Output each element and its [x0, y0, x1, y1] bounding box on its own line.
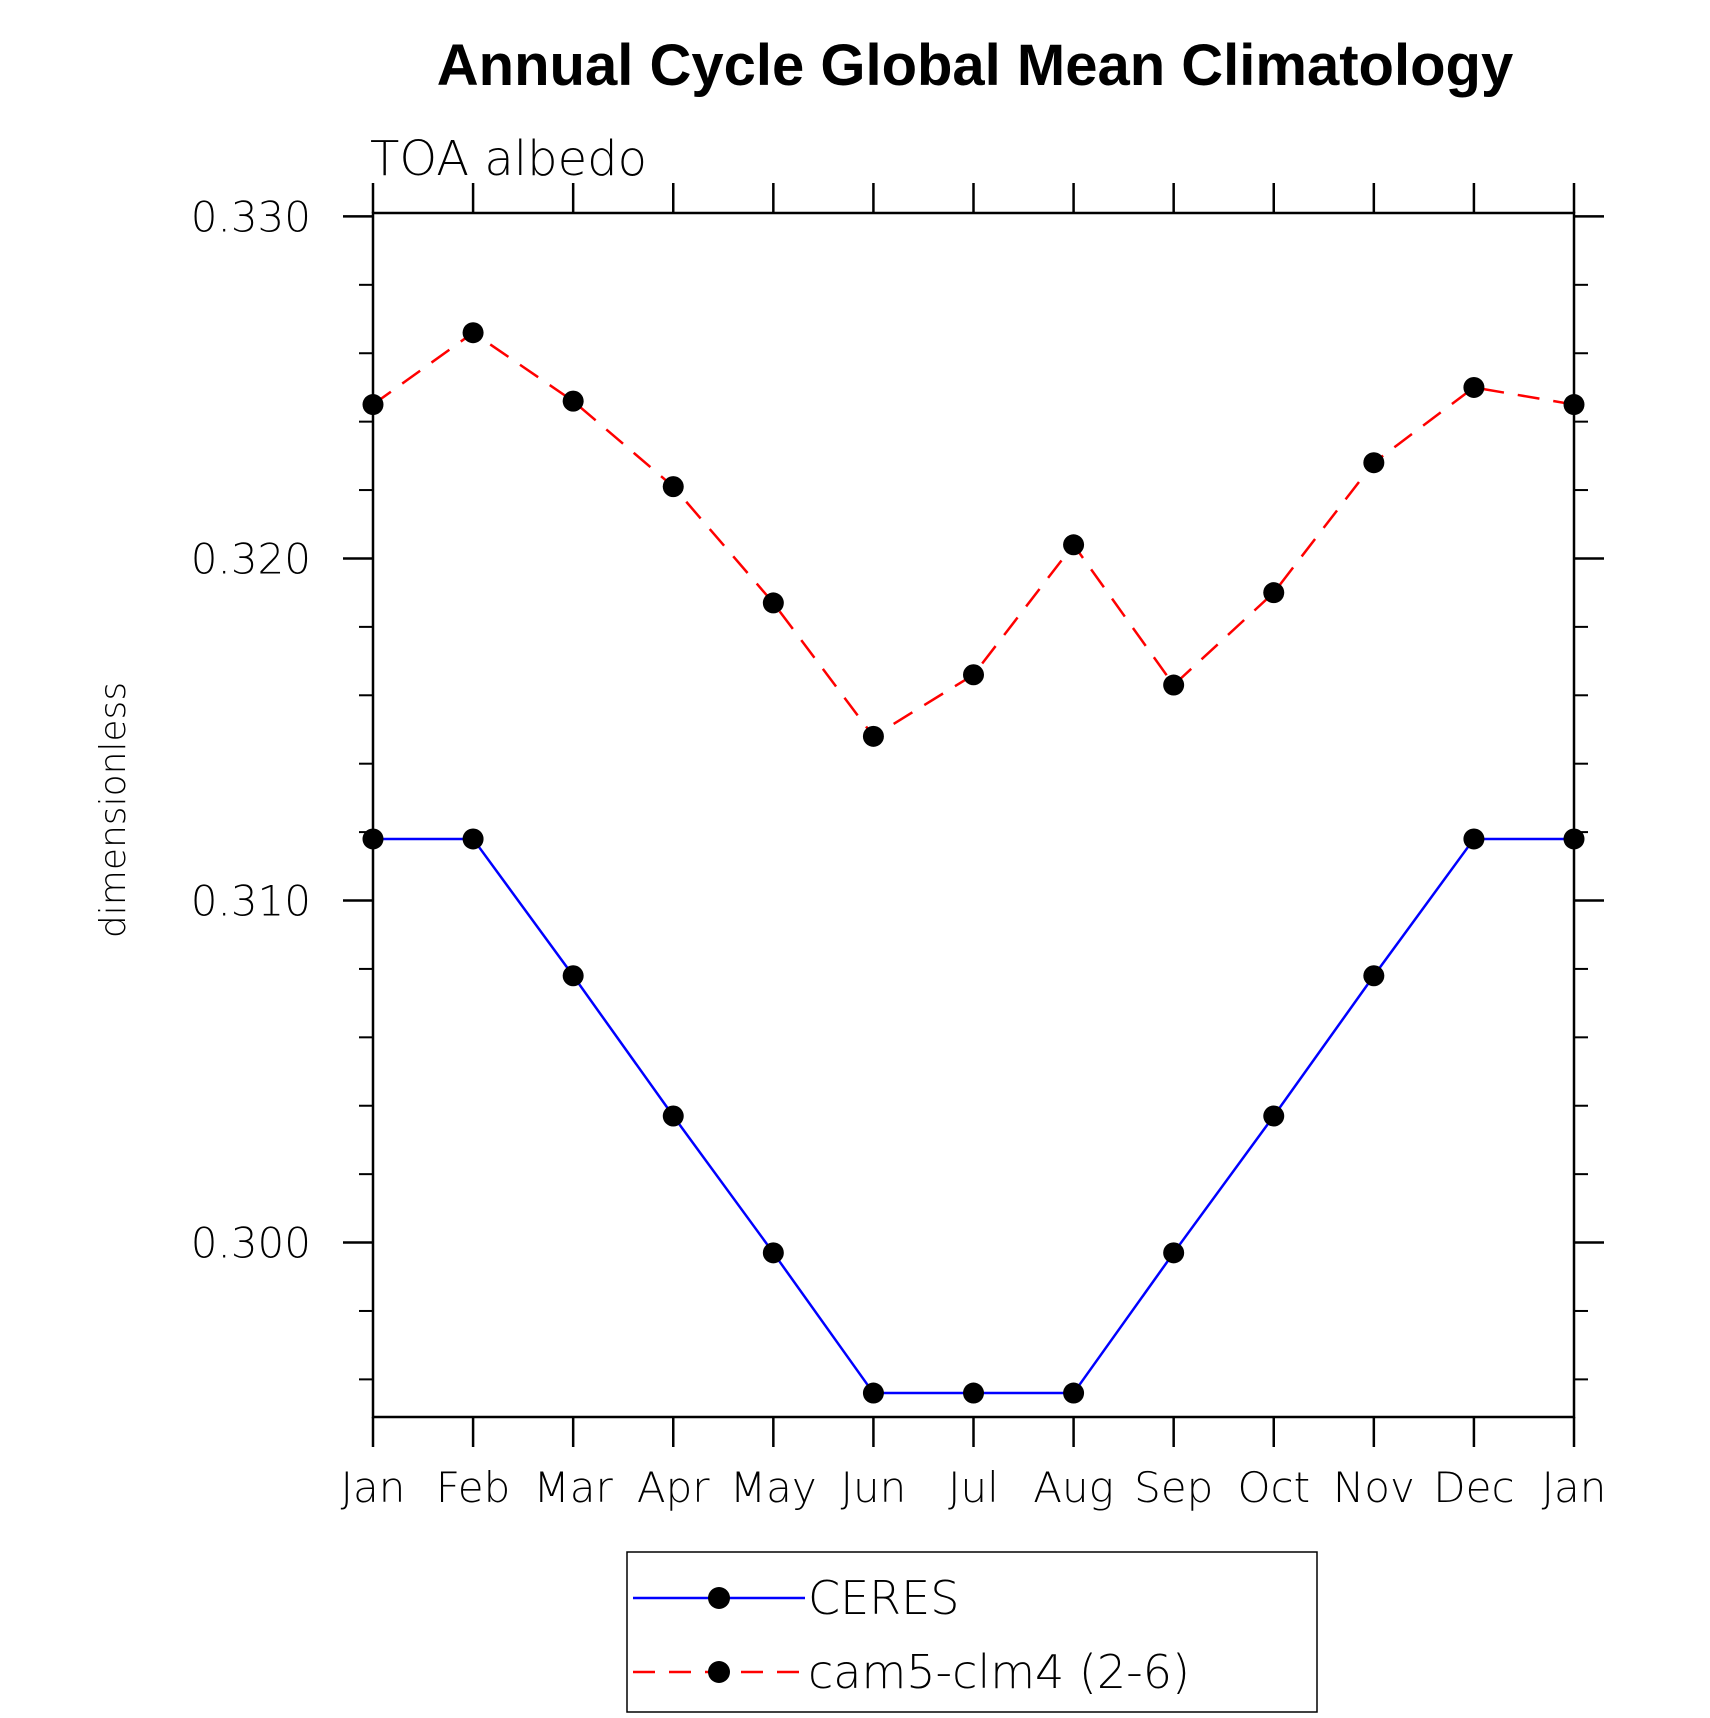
data-point-cam5-clm4-2-6 — [462, 322, 484, 344]
x-tick-label: Feb — [436, 1463, 510, 1512]
data-point-cam5-clm4-2-6 — [662, 476, 684, 498]
legend-marker-ceres — [708, 1587, 730, 1609]
data-point-cam5-clm4-2-6 — [1463, 376, 1485, 398]
x-tick-label: May — [730, 1463, 817, 1512]
x-tick-label: Jun — [841, 1463, 907, 1512]
data-point-ceres — [1263, 1105, 1285, 1127]
legend: CERES cam5-clm4 (2-6) — [626, 1551, 1318, 1713]
data-point-ceres — [1563, 828, 1585, 850]
data-point-ceres — [362, 828, 384, 850]
plot-frame — [371, 211, 1576, 1419]
data-point-cam5-clm4-2-6 — [562, 390, 584, 412]
legend-label-cam5-clm4: cam5-clm4 (2-6) — [808, 1645, 1190, 1699]
data-point-ceres — [1063, 1382, 1085, 1404]
data-point-cam5-clm4-2-6 — [963, 664, 984, 686]
data-point-ceres — [963, 1382, 984, 1404]
y-tick-label: 0.330 — [191, 192, 311, 241]
axes: Jan Feb Mar Apr May Jun Jul Aug Sep Oct Nov Dec Jan 0… — [191, 183, 1607, 1512]
data-point-ceres — [662, 1105, 684, 1127]
x-tick-label: Sep — [1134, 1463, 1213, 1512]
x-tick-label: Jan — [341, 1463, 406, 1512]
data-point-cam5-clm4-2-6 — [1063, 534, 1085, 556]
data-point-ceres — [1363, 965, 1385, 987]
x-tick-label: Nov — [1333, 1463, 1415, 1512]
data-point-cam5-clm4-2-6 — [1363, 452, 1385, 474]
legend-marker-cam5-clm4 — [708, 1661, 730, 1683]
data-point-ceres — [462, 828, 484, 850]
y-axis-label: dimensionless — [93, 682, 134, 938]
data-point-ceres — [1463, 828, 1485, 850]
data-point-cam5-clm4-2-6 — [1563, 394, 1585, 416]
series-line-ceres — [373, 837, 1574, 1395]
chart-subtitle: TOA albedo — [370, 131, 647, 187]
x-tick-label: Jul — [948, 1463, 999, 1512]
x-tick-label: Jan — [1542, 1463, 1607, 1512]
x-tick-label: Dec — [1433, 1463, 1514, 1512]
x-tick-label: Apr — [637, 1463, 710, 1512]
data-point-ceres — [1163, 1242, 1185, 1264]
data-point-cam5-clm4-2-6 — [762, 592, 784, 614]
chart-title: Annual Cycle Global Mean Climatology — [437, 33, 1513, 98]
data-point-cam5-clm4-2-6 — [862, 725, 884, 747]
data-point-cam5-clm4-2-6 — [1163, 674, 1185, 696]
data-point-ceres — [562, 965, 584, 987]
x-tick-label: Aug — [1033, 1463, 1114, 1512]
data-point-cam5-clm4-2-6 — [362, 394, 384, 416]
legend-box — [626, 1551, 1318, 1713]
x-tick-label: Mar — [534, 1463, 614, 1512]
y-tick-label: 0.320 — [191, 534, 311, 583]
data-point-ceres — [762, 1242, 784, 1264]
y-tick-label: 0.310 — [191, 877, 311, 926]
data-series — [362, 322, 1585, 1404]
y-tick-label: 0.300 — [191, 1219, 311, 1268]
x-tick-label: Oct — [1237, 1463, 1310, 1512]
data-point-ceres — [862, 1382, 884, 1404]
data-point-cam5-clm4-2-6 — [1263, 582, 1285, 604]
legend-label-ceres: CERES — [808, 1571, 959, 1625]
